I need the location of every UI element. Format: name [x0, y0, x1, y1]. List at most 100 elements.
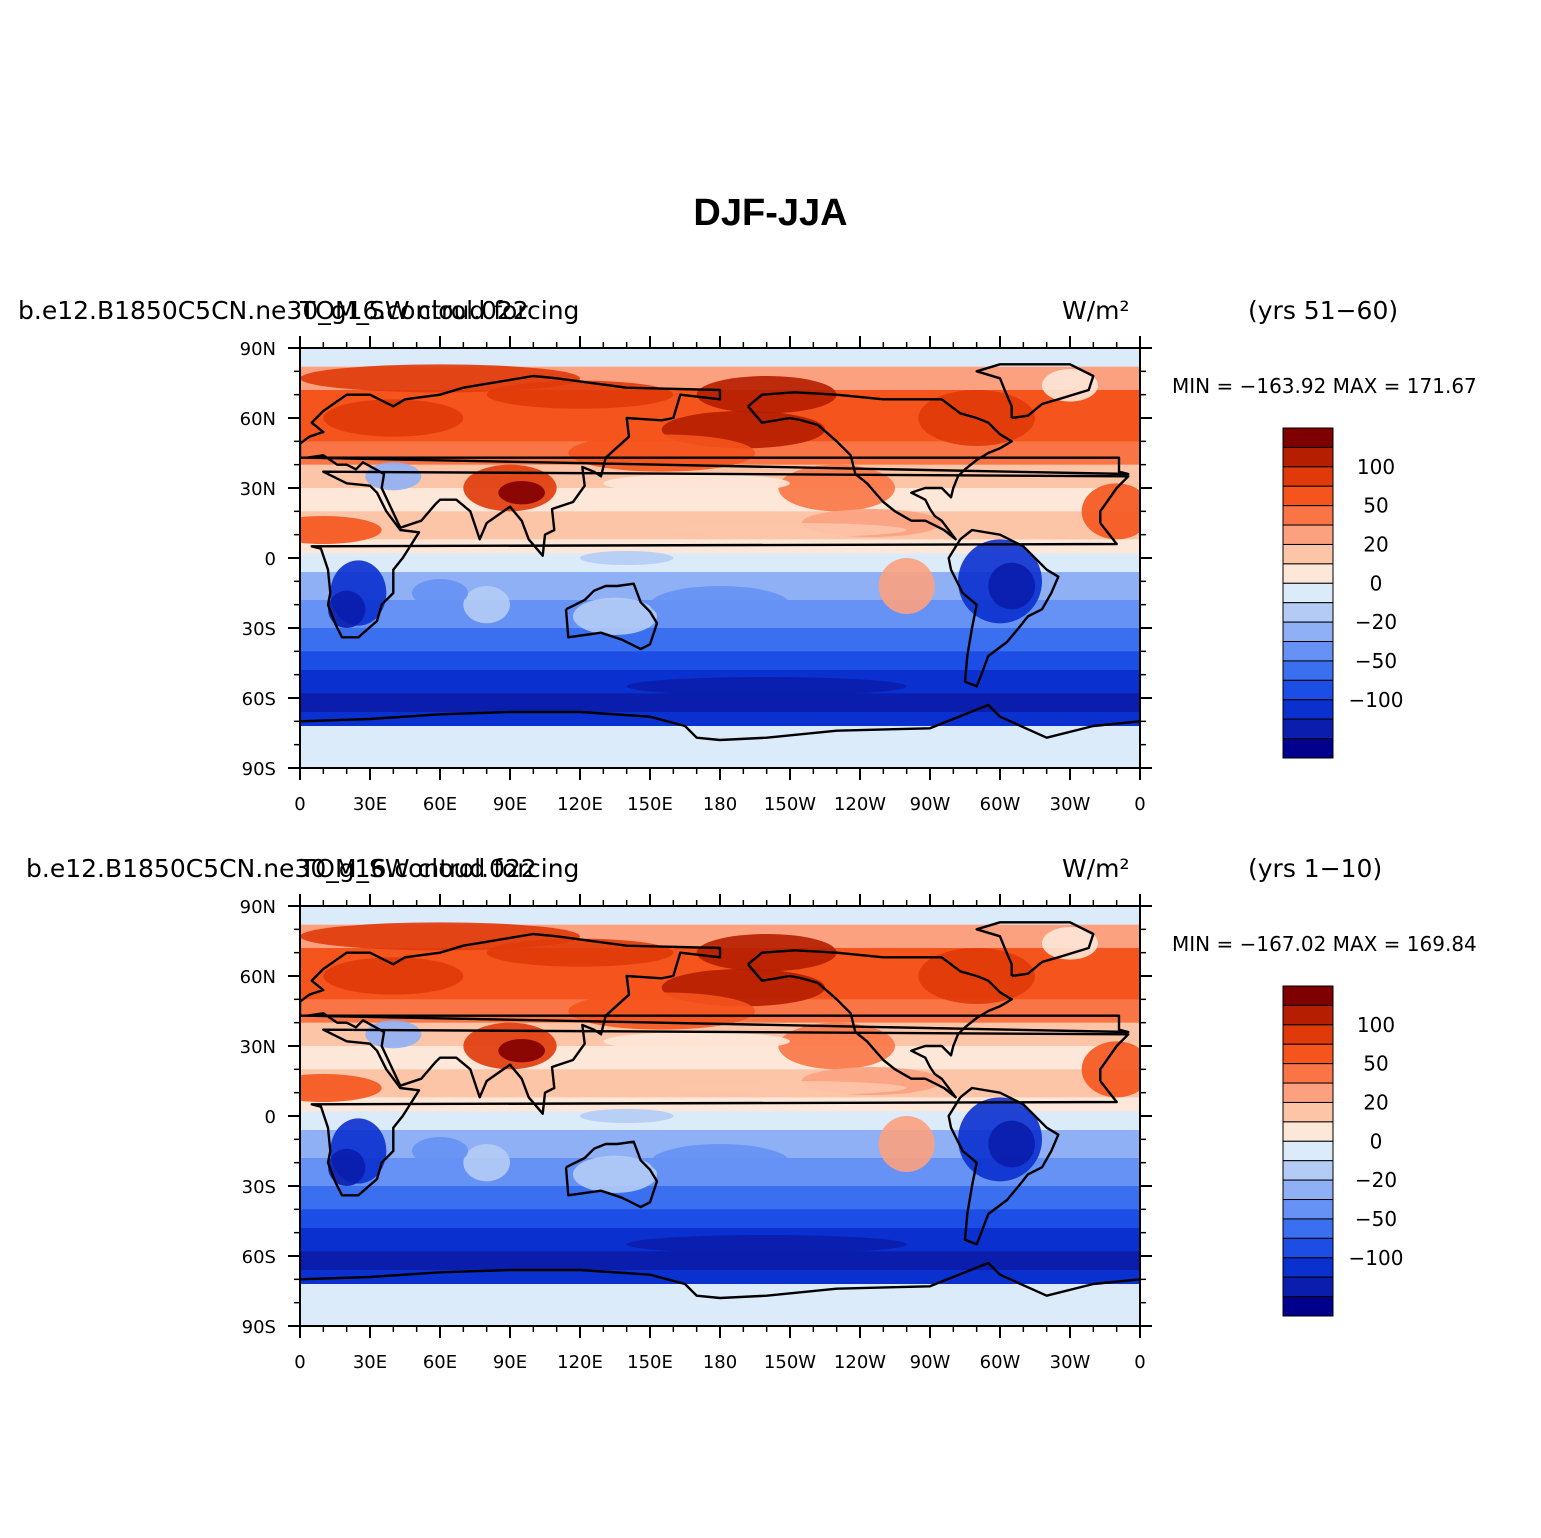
colorbar-label: 100	[1357, 455, 1395, 479]
x-tick-label: 90E	[493, 794, 527, 815]
colorbar-swatch	[1282, 1024, 1334, 1045]
colorbar-swatch	[1282, 1004, 1334, 1026]
colorbar-swatch	[1282, 1179, 1334, 1201]
field-region	[860, 906, 1140, 920]
field-band	[300, 1186, 1140, 1210]
field-band	[300, 1284, 1140, 1326]
field-region	[463, 1144, 510, 1182]
colorbar-swatch	[1282, 466, 1334, 487]
x-tick-label: 180	[703, 794, 737, 815]
map-field	[300, 348, 1140, 768]
y-tick-label: 30S	[242, 1177, 276, 1198]
x-tick-label: 90E	[493, 1352, 527, 1373]
field-region	[626, 677, 907, 696]
field-region	[486, 938, 674, 967]
x-tick-label: 180	[703, 1352, 737, 1373]
coastline	[564, 582, 659, 651]
colorbar-swatch	[1282, 985, 1334, 1006]
coastline	[300, 1261, 1140, 1300]
y-tick-label: 60N	[240, 967, 276, 988]
colorbar-label: −100	[1349, 1246, 1404, 1270]
colorbar-label: 100	[1357, 1013, 1395, 1037]
y-tick-label: 30S	[242, 619, 276, 640]
x-tick-label: 0	[294, 794, 305, 815]
field-region	[365, 1020, 422, 1049]
x-tick-label: 60W	[980, 1352, 1021, 1373]
coastline	[747, 391, 1013, 541]
field-region	[988, 562, 1035, 610]
field-band	[300, 726, 1140, 768]
x-tick-label: 120E	[557, 1352, 603, 1373]
y-tick-label: 90N	[240, 897, 276, 918]
x-tick-label: 150E	[627, 794, 673, 815]
colorbar-swatch	[1282, 427, 1334, 448]
min-max-label: MIN = −163.92 MAX = 171.67	[1172, 374, 1477, 398]
colorbar-label: 50	[1363, 494, 1388, 518]
y-tick-label: 60S	[242, 689, 276, 710]
field-region	[300, 922, 580, 951]
figure-title: DJF-JJA	[693, 192, 848, 234]
colorbar-swatch	[1282, 1160, 1334, 1181]
x-tick-label: 60W	[980, 794, 1021, 815]
colorbar-swatch	[1282, 1082, 1334, 1103]
field-region	[580, 1109, 674, 1123]
colorbar-swatch	[1282, 1121, 1334, 1142]
field-region	[365, 462, 422, 491]
field-region	[486, 380, 674, 409]
field-region	[603, 1032, 791, 1051]
x-tick-label: 150W	[764, 794, 816, 815]
y-tick-label: 30N	[240, 1037, 276, 1058]
colorbar-swatch	[1282, 1140, 1334, 1162]
field-region	[860, 348, 1140, 362]
x-tick-label: 30W	[1050, 1352, 1091, 1373]
coastlines	[300, 363, 1140, 742]
colorbar: 100 50 20 0 −20 −50 −100	[1282, 985, 1404, 1317]
field-region	[463, 586, 510, 624]
x-tick-label: 90W	[910, 794, 951, 815]
colorbar-swatch	[1282, 485, 1334, 507]
y-axis: 90N 60N 30N 0 30S 60S 90S	[240, 897, 1152, 1338]
coastline	[947, 528, 1060, 688]
colorbar-swatch	[1282, 524, 1334, 545]
field-region	[650, 586, 790, 624]
x-axis: 0 30E 60E 90E 120E 150E 180 150W 120W 90W 60W 30W 0	[294, 336, 1146, 815]
years-label: (yrs 1−10)	[1248, 854, 1383, 883]
field-region	[328, 1148, 366, 1186]
field-region	[498, 1039, 545, 1063]
colorbar-swatch	[1282, 1237, 1334, 1259]
colorbar-label: 20	[1363, 532, 1388, 556]
x-tick-label: 30E	[353, 1352, 387, 1373]
min-max-label: MIN = −167.02 MAX = 169.84	[1172, 932, 1477, 956]
colorbar-label: 20	[1363, 1090, 1388, 1114]
colorbar-swatch	[1282, 1296, 1334, 1317]
colorbar-swatch	[1282, 563, 1334, 584]
colorbar-swatch	[1282, 1063, 1334, 1084]
variable-label: TOM_SW cloud forcing	[300, 854, 580, 883]
variable-label: TOM_SW cloud forcing	[300, 296, 580, 325]
colorbar-swatch	[1282, 582, 1334, 604]
field-region	[778, 1022, 896, 1070]
field-region	[626, 1235, 907, 1254]
coastline	[975, 921, 1095, 978]
colorbar-label: −100	[1349, 688, 1404, 712]
x-tick-label: 0	[1134, 1352, 1145, 1373]
field-region	[650, 1144, 790, 1182]
x-tick-label: 60E	[423, 794, 457, 815]
x-tick-label: 90W	[910, 1352, 951, 1373]
field-region	[673, 1081, 907, 1095]
x-tick-label: 120W	[834, 794, 886, 815]
coastline	[300, 374, 1130, 557]
colorbar-swatch	[1282, 1218, 1334, 1239]
units-label: W/m²	[1062, 854, 1130, 883]
coastline	[310, 470, 1130, 639]
field-region	[878, 558, 935, 614]
coastline	[300, 932, 1130, 1115]
field-region	[300, 364, 580, 393]
y-axis: 90N 60N 30N 0 30S 60S 90S	[240, 339, 1152, 780]
field-band	[300, 1111, 1140, 1131]
field-band	[300, 539, 1140, 554]
field-region	[988, 1120, 1035, 1168]
x-tick-label: 120E	[557, 794, 603, 815]
coastline	[564, 1140, 659, 1209]
field-region	[603, 474, 791, 493]
